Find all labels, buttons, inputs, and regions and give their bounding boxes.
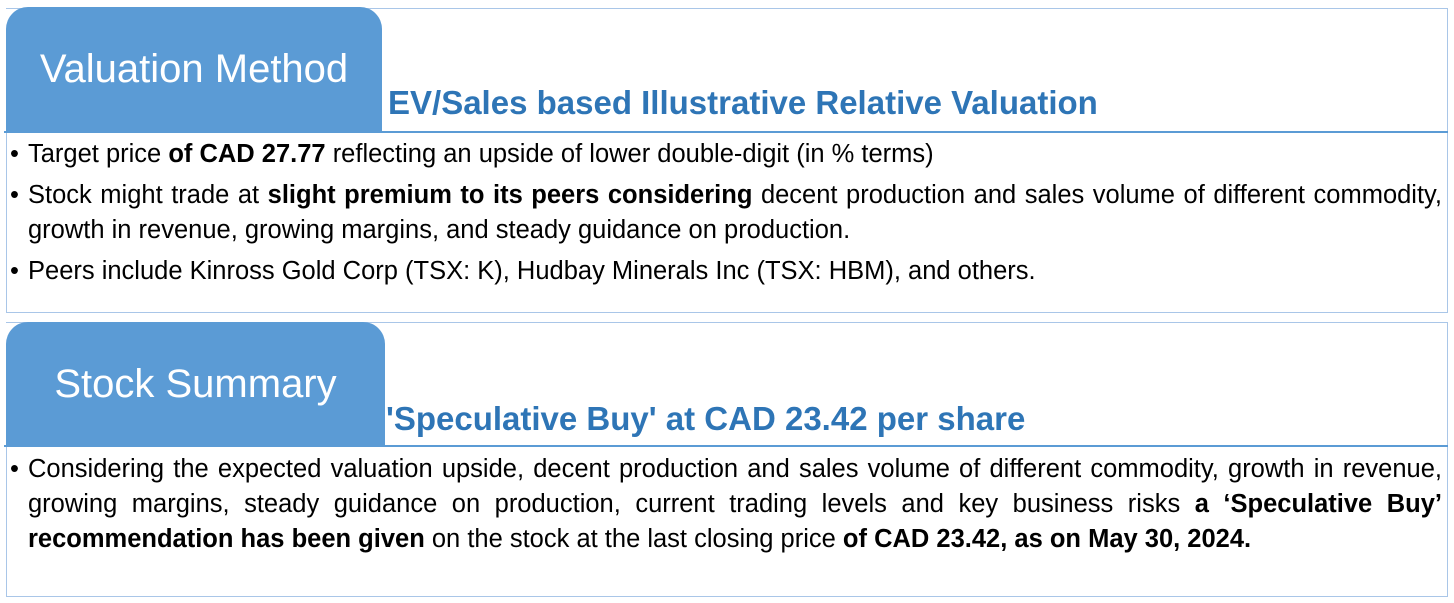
bullet-text-bold: slight premium to its peers considering xyxy=(267,181,753,209)
bullet-text: Target price xyxy=(28,140,169,168)
bullet-text: on the stock at the last closing price xyxy=(424,525,843,553)
bullet-mark: • xyxy=(10,455,19,483)
valuation-method-tab-label: Valuation Method xyxy=(39,46,349,91)
bullet-item: • Considering the expected valuation upsi… xyxy=(10,452,1442,557)
valuation-method-tab: Valuation Method xyxy=(6,7,382,131)
bullet-text-bold: of CAD 23.42, as on May 30, 2024. xyxy=(842,525,1252,553)
valuation-divider xyxy=(4,131,1448,133)
bullet-text-bold: of CAD 27.77 xyxy=(168,140,326,168)
valuation-frame xyxy=(6,8,1448,134)
bullet-item: • Peers include Kinross Gold Corp (TSX: K… xyxy=(10,254,1442,289)
bullet-mark: • xyxy=(10,257,19,285)
bullet-text: Peers include Kinross Gold Corp (TSX: K)… xyxy=(28,257,1036,285)
bullet-text: decent production and sales volume of di… xyxy=(28,181,1442,244)
bullet-item: • Target price of CAD 27.77 reflecting an… xyxy=(10,137,1442,172)
bullet-text: Stock might trade at xyxy=(28,181,268,209)
bullet-text: Considering the expected valuation upsid… xyxy=(28,455,1442,518)
stock-summary-tab: Stock Summary xyxy=(6,322,385,446)
valuation-heading: EV/Sales based Illustrative Relative Val… xyxy=(388,84,1098,121)
bullet-text: reflecting an upside of lower double-dig… xyxy=(325,140,934,168)
valuation-bullet-list: • Target price of CAD 27.77 reflecting an… xyxy=(10,137,1442,295)
bullet-mark: • xyxy=(10,181,19,209)
summary-frame xyxy=(6,322,1448,448)
summary-panel xyxy=(6,447,1448,597)
summary-heading: 'Speculative Buy' at CAD 23.42 per share xyxy=(386,400,1026,437)
summary-bullet-list: • Considering the expected valuation upsi… xyxy=(10,452,1442,563)
stock-summary-tab-label: Stock Summary xyxy=(54,361,337,406)
valuation-panel xyxy=(6,133,1448,313)
bullet-mark: • xyxy=(10,140,19,168)
summary-divider xyxy=(4,445,1448,447)
bullet-item: • Stock might trade at slight premium to … xyxy=(10,178,1442,248)
bullet-text-bold: a ‘Speculative Buy’ recommendation has b… xyxy=(28,490,1442,553)
